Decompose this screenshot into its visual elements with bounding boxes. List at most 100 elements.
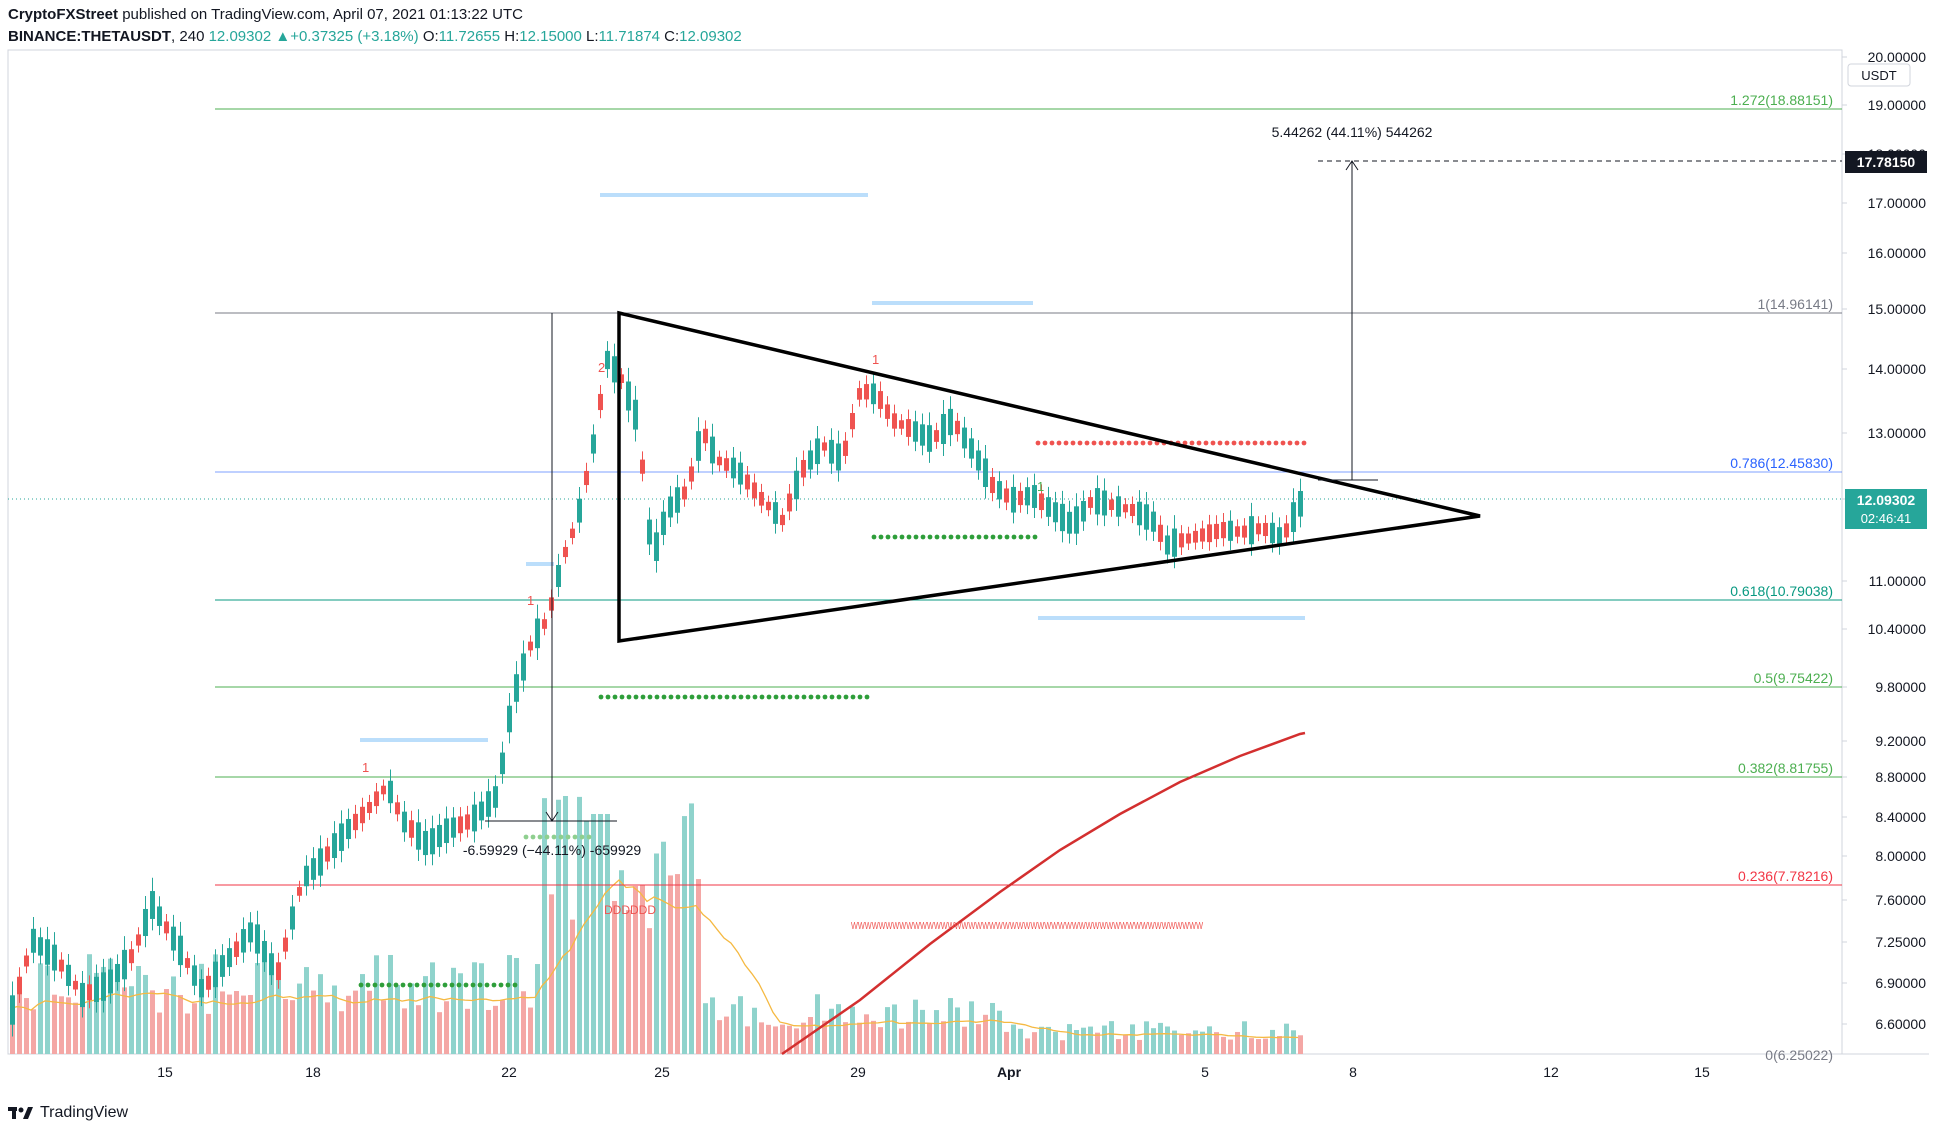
support-dot [997,534,1003,540]
candle-body [738,462,743,485]
volume-bar [1088,1026,1093,1054]
price-tick-label: 19.00000 [1868,97,1927,113]
symbol-label[interactable]: BINANCE:THETAUSDT [8,28,172,45]
support-dot [808,694,814,700]
support-dot [927,534,933,540]
support-dot [428,982,434,988]
fibonacci-retracement[interactable]: 1.272(18.88151) 1(14.96141) 0.786(12.458… [215,92,1842,1063]
publisher-name[interactable]: CryptoFXStreet [8,6,119,23]
volume-bar [542,798,547,1054]
price-tick-label: 7.60000 [1875,892,1926,908]
candle-body [717,456,722,466]
candle-body [437,824,442,848]
price-axis[interactable]: 20.0000019.0000018.0000017.0000016.00000… [1842,49,1926,1032]
support-dot [738,694,744,700]
interval-label[interactable]: 240 [179,28,205,45]
volume-bar [346,995,351,1054]
volume-bar [934,1010,939,1054]
resistance-dot [1056,440,1062,446]
candle-body [696,431,701,461]
candle-body [752,482,757,499]
candle-body [619,374,624,383]
candle-body [787,493,792,512]
volume-bar [885,1007,890,1054]
candle-body [808,450,813,470]
volume-bar [1060,1040,1065,1054]
candle-body [472,804,477,832]
support-dot [815,694,821,700]
candle-body [94,976,99,1002]
candle-body [206,975,211,990]
resistance-dot [1070,440,1076,446]
support-dot [1025,534,1031,540]
support-dot [523,834,529,840]
currency-badge[interactable] [1847,63,1911,87]
price-tick-label: 13.00000 [1868,425,1927,441]
candle-body [878,391,883,409]
volume-bar [136,966,141,1054]
resistance-dot [1182,440,1188,446]
volume-bar [899,1028,904,1054]
candle-body [1298,490,1303,517]
volume-bar [1256,1039,1261,1054]
volume-bar [1151,1028,1156,1054]
candle-body [1137,501,1142,526]
volume-bar [458,973,463,1054]
volume-bar [976,1024,981,1054]
volume-bar [1102,1025,1107,1054]
candle-body [80,982,85,1008]
volume-bar [59,996,64,1054]
candle-body [1165,535,1170,555]
volume-bar [1249,1038,1254,1054]
candle-body [332,833,337,859]
candle-body [388,780,393,804]
volume-bar [1158,1022,1163,1054]
open-label: O: [422,28,439,45]
time-axis[interactable]: 15 18 22 25 29 Apr 5 8 12 15 [157,1064,1710,1080]
candle-body [129,949,134,964]
measure-up[interactable]: 5.44262 (44.11%) 544262 [1272,124,1842,481]
measure-down[interactable]: -6.59929 (−44.11%) -659929 [463,313,642,858]
candle-body [724,458,729,471]
volume-bar [507,955,512,1054]
resistance-dot [1049,440,1055,446]
ohlc-header: BINANCE:THETAUSDT, 240 12.09302 ▲+0.3732… [8,28,742,45]
volume-bar [479,963,484,1054]
resistance-dot [1084,440,1090,446]
volume-bar [318,974,323,1054]
volume-bar [1186,1033,1191,1054]
candle-body [801,459,806,478]
volume-bar [1221,1036,1226,1054]
volume-bar [731,1004,736,1054]
volume-bar [1032,1032,1037,1054]
candle-body [521,653,526,681]
candle-body [591,434,596,454]
support-dot [899,534,905,540]
volume-bar [717,1020,722,1054]
symmetrical-triangle[interactable] [617,310,1481,644]
volume-bar [1074,1030,1079,1054]
price-tick-label: 6.90000 [1875,975,1926,991]
support-dot [400,982,406,988]
resistance-dot [1294,440,1300,446]
candle-body [52,944,57,971]
support-dot [829,694,835,700]
resistance-dot [1133,440,1139,446]
volume-bar [962,1026,967,1054]
support-dot [365,982,371,988]
volume-bar [171,976,176,1054]
chart-frame [7,49,1843,1055]
support-dot [990,534,996,540]
volume-bar [227,994,232,1054]
volume-bar [178,994,183,1054]
volume-bar [892,1004,897,1054]
volume-bar [703,1003,708,1054]
dot-levels [358,440,1307,988]
footer-brand[interactable]: TradingView [40,1104,129,1121]
candle-body [458,816,463,834]
candle-body [171,926,176,951]
volume-bar [332,985,337,1054]
volume-bar [486,1009,491,1054]
volume-bar [150,990,155,1054]
